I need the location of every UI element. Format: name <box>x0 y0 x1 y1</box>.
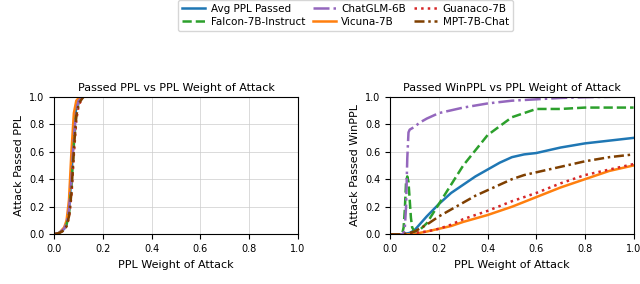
Title: Passed PPL vs PPL Weight of Attack: Passed PPL vs PPL Weight of Attack <box>77 83 275 93</box>
X-axis label: PPL Weight of Attack: PPL Weight of Attack <box>454 260 570 270</box>
Y-axis label: Attack Passed PPL: Attack Passed PPL <box>13 115 24 216</box>
Legend: Avg PPL Passed, Falcon-7B-Instruct, ChatGLM-6B, Vicuna-7B, Guanaco-7B, MPT-7B-Ch: Avg PPL Passed, Falcon-7B-Instruct, Chat… <box>179 0 513 31</box>
X-axis label: PPL Weight of Attack: PPL Weight of Attack <box>118 260 234 270</box>
Title: Passed WinPPL vs PPL Weight of Attack: Passed WinPPL vs PPL Weight of Attack <box>403 83 621 93</box>
Y-axis label: Attack Passed WinPPL: Attack Passed WinPPL <box>349 105 360 226</box>
